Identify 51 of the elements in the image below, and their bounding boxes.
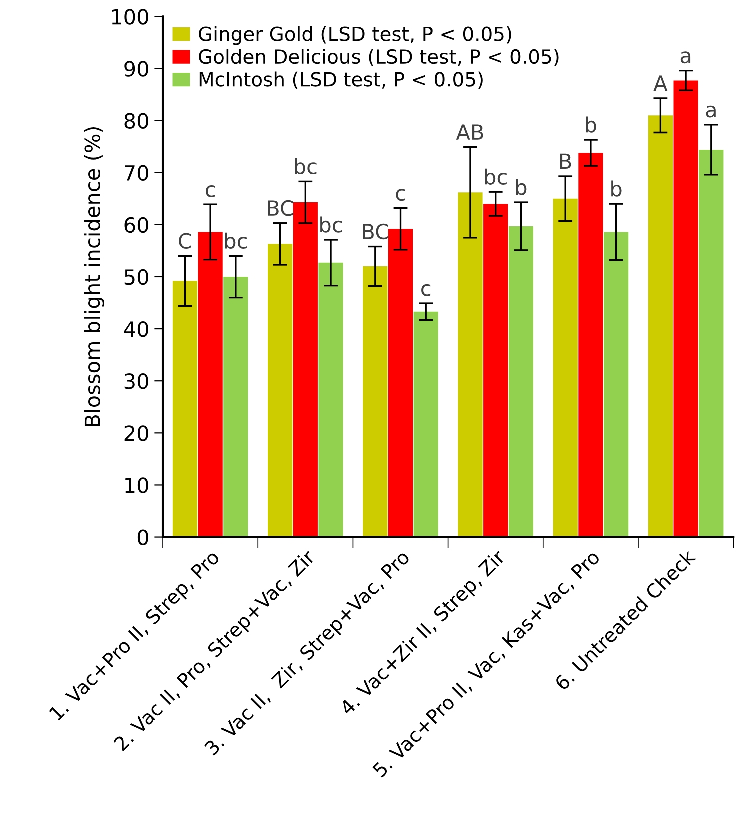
bar <box>414 312 438 538</box>
bar <box>198 232 223 538</box>
bar <box>553 198 578 538</box>
data-label: a <box>680 52 691 64</box>
y-tick-label: 100 <box>112 9 148 25</box>
bar <box>293 202 318 538</box>
y-tick-label: 0 <box>138 530 148 546</box>
data-label: BC <box>363 224 389 240</box>
data-label: c <box>396 189 406 202</box>
y-tick-label: 90 <box>124 61 148 77</box>
y-tick-label: 70 <box>125 165 148 182</box>
data-label: a <box>706 106 716 118</box>
bar <box>508 226 534 538</box>
bar <box>648 116 673 538</box>
data-label: b <box>612 180 622 197</box>
legend-label: Golden Delicious (LSD test, P < 0.05) <box>199 49 559 66</box>
bar <box>699 150 724 538</box>
y-tick-label: 20 <box>124 426 148 442</box>
y-tick-label: 60 <box>124 217 148 234</box>
bar <box>458 192 483 538</box>
data-label: AB <box>456 124 484 140</box>
bar <box>388 229 414 538</box>
bar <box>224 276 248 538</box>
data-label: bc <box>320 216 342 233</box>
data-label: A <box>654 76 668 91</box>
data-label: BC <box>268 200 294 216</box>
data-label: B <box>560 154 572 170</box>
bar <box>484 204 508 538</box>
data-label: c <box>206 185 216 198</box>
bar <box>318 262 344 538</box>
data-label: bc <box>485 168 507 185</box>
bar <box>172 281 198 538</box>
data-label: b <box>516 179 527 196</box>
data-label: bc <box>295 158 317 175</box>
data-label: c <box>422 284 431 296</box>
data-label: C <box>179 233 192 249</box>
data-label: bc <box>225 232 247 249</box>
bar <box>268 244 293 538</box>
y-axis-title: Blossom blight incidence (%) <box>84 127 105 426</box>
legend-label: Ginger Gold (LSD test, P < 0.05) <box>199 26 512 46</box>
y-tick-label: 80 <box>124 113 148 129</box>
bar <box>604 232 629 538</box>
bar <box>363 266 388 538</box>
bar <box>578 153 604 538</box>
data-label: b <box>586 116 596 133</box>
y-tick-label: 50 <box>124 269 148 286</box>
bar <box>674 80 698 538</box>
y-tick-label: 30 <box>124 374 148 390</box>
legend-label: McIntosh (LSD test, P < 0.05) <box>200 72 483 90</box>
y-tick-label: 10 <box>126 478 148 494</box>
y-tick-label: 40 <box>124 321 148 338</box>
